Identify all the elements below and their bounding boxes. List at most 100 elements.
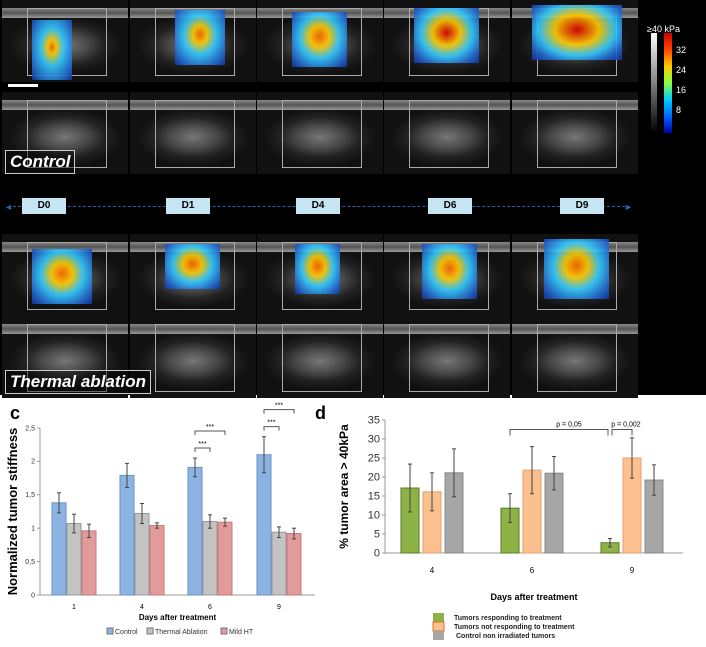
legend-swatch (432, 621, 445, 632)
elastography-overlay (292, 12, 347, 67)
roi-box (409, 242, 489, 310)
x-tick-label: 9 (630, 566, 635, 575)
bar (271, 531, 287, 596)
y-tick-label: 5 (374, 529, 380, 541)
ultrasound-image (512, 234, 638, 316)
grayscale-bar (651, 33, 657, 133)
elastography-overlay (532, 5, 622, 60)
day-label-d0: D0 (22, 198, 66, 214)
roi-box (155, 242, 235, 310)
significance-bracket (263, 409, 295, 414)
chart-c: 0 0,5 1 1,5 2 2,5 1 4 6 9 Days after treatment Norm… (5, 403, 315, 636)
roi-box (155, 324, 235, 392)
significance-label: *** (267, 420, 275, 427)
bar (217, 521, 233, 596)
elastography-overlay (32, 20, 72, 80)
roi-box (155, 100, 235, 168)
roi-box (27, 242, 107, 310)
elastography-overlay (175, 10, 225, 65)
roi-box (282, 242, 362, 310)
bar (187, 466, 203, 596)
roi-box (27, 100, 107, 168)
elastography-overlay (544, 239, 609, 299)
x-axis-title: Days after treatment (139, 613, 217, 622)
elastography-overlay (165, 244, 220, 289)
legend-swatch (433, 613, 444, 622)
x-axis-title: Days after treatment (490, 592, 577, 602)
colorbar-title: ≥40 kPa (647, 24, 680, 34)
significance-label: *** (206, 424, 214, 431)
stiffness-color-bar (664, 33, 672, 133)
significance-bracket (509, 429, 609, 436)
significance-label: *** (275, 403, 283, 410)
arrow-left-icon: ◄ (4, 202, 13, 212)
significance-bracket (263, 426, 280, 431)
panel-label-c: c (10, 403, 20, 423)
elastography-overlay (414, 8, 479, 63)
ultrasound-image (257, 92, 383, 174)
colorbar-tick: 24 (676, 65, 687, 75)
ultrasound-image (130, 234, 256, 316)
significance-bracket (611, 429, 633, 436)
y-tick-label: 25 (368, 453, 380, 465)
roi-box (282, 100, 362, 168)
bar (202, 521, 218, 596)
arrow-right-icon: ► (624, 202, 633, 212)
ultrasound-image (2, 234, 128, 316)
roi-box (409, 100, 489, 168)
chart-d: 0 5 10 15 20 25 30 35 4 6 9 Days after treatment % t… (337, 415, 683, 640)
ultrasound-image (257, 0, 383, 82)
legend-label: Control non irradiated tumors (456, 633, 555, 640)
ultrasound-image (384, 316, 510, 398)
day-label-d9: D9 (560, 198, 604, 214)
day-label-d4: D4 (296, 198, 340, 214)
ultrasound-image-panels: a b Control Thermal ablation ◄ ► D0 D1 D… (0, 0, 706, 398)
x-tick-label: 1 (72, 604, 76, 611)
roi-box (409, 324, 489, 392)
roi-box (155, 8, 235, 76)
y-tick-label: 0 (374, 548, 380, 560)
ultrasound-image (257, 234, 383, 316)
ultrasound-image (2, 316, 128, 398)
roi-box (537, 100, 617, 168)
y-tick-label: 2 (31, 459, 35, 466)
x-tick-label: 6 (530, 566, 535, 575)
roi-box (282, 324, 362, 392)
elastography-overlay (422, 244, 477, 299)
condition-label-control: Control (5, 150, 76, 174)
colorbar-tick: 16 (676, 85, 687, 95)
ultrasound-image (130, 92, 256, 174)
y-tick-label: 1 (31, 526, 35, 533)
x-tick-label: 4 (430, 566, 435, 575)
significance-label: p = 0,05 (556, 422, 582, 429)
charts: c d 0 0,5 1 1,5 2 2,5 1 4 6 9 Days after treatment… (5, 403, 683, 640)
colorbar-tick: 32 (676, 45, 687, 55)
legend-label: Mild HT (229, 629, 254, 636)
x-tick-label: 4 (140, 604, 144, 611)
ultrasound-image (2, 0, 128, 82)
bar (149, 525, 165, 596)
significance-bracket (194, 430, 226, 436)
ultrasound-image (512, 92, 638, 174)
legend-label: Tumors responding to treatment (454, 615, 562, 622)
bar (256, 454, 272, 596)
y-tick-label: 2,5 (25, 425, 35, 432)
legend-label: Control (115, 629, 138, 636)
legend-swatch (106, 627, 114, 635)
roi-box (27, 324, 107, 392)
ultrasound-image (2, 92, 128, 174)
bar (134, 513, 150, 596)
legend-swatch (433, 631, 444, 640)
ultrasound-image (512, 0, 638, 82)
x-tick-label: 6 (208, 604, 212, 611)
scale-bar (8, 84, 38, 87)
bar (51, 502, 67, 596)
ultrasound-image (384, 234, 510, 316)
ultrasound-image (257, 316, 383, 398)
significance-label: *** (198, 441, 206, 448)
ultrasound-image (384, 92, 510, 174)
y-axis-title: % tumor area > 40kPa (337, 424, 351, 549)
significance-bracket (194, 447, 211, 453)
day-label-d6: D6 (428, 198, 472, 214)
legend-label: Thermal Ablation (155, 629, 208, 636)
